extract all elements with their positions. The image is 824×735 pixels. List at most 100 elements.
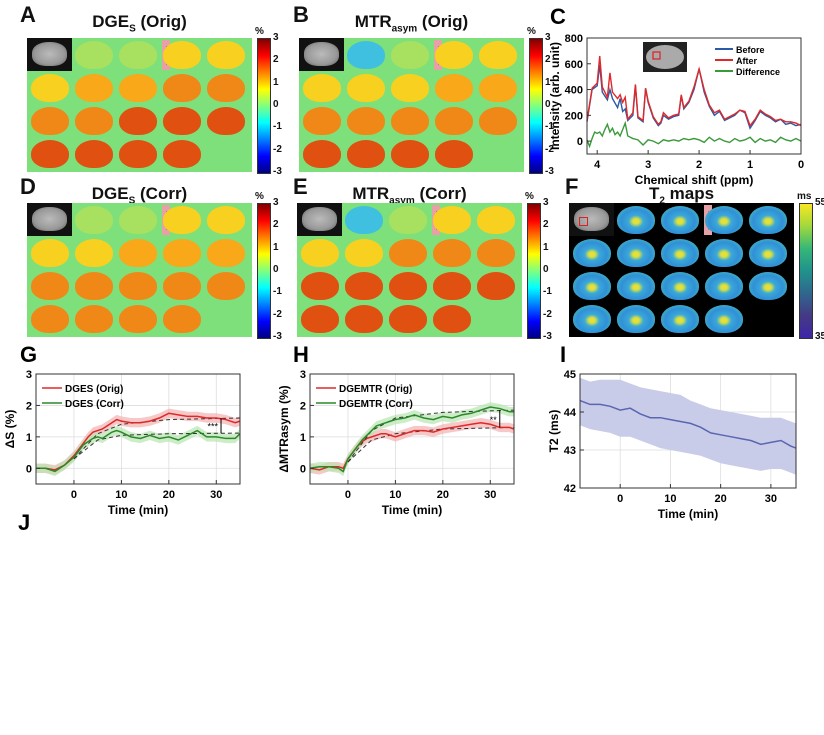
x-tick-label: 10: [389, 489, 401, 501]
brain-slice-map: [661, 272, 699, 300]
brain-slice-map: [435, 74, 473, 102]
y-tick-label: 42: [564, 483, 576, 495]
brain-slice-map: [479, 41, 517, 69]
panel-label: E: [293, 174, 308, 199]
anatomy-reference-image: [299, 38, 344, 71]
map-grid: Injection: [27, 203, 252, 337]
brain-slice-map: [207, 272, 245, 300]
anatomy-reference-image: [27, 38, 72, 71]
series-line: [309, 421, 515, 471]
x-axis-label: Time (min): [108, 503, 168, 517]
brain-slice-map: [163, 305, 201, 333]
panel-label: C: [550, 4, 566, 29]
brain-slice-map: [119, 239, 157, 267]
error-band: [36, 408, 240, 475]
brain-slice-map: [75, 206, 113, 234]
colorbar-tick: 2: [273, 54, 279, 66]
fit-curve: [347, 409, 515, 463]
panel-label: H: [293, 342, 309, 367]
map-grid: Injection: [569, 203, 794, 337]
colorbar-tick: 1: [543, 241, 549, 253]
brain-slice-map: [75, 239, 113, 267]
error-band: [36, 425, 240, 477]
map-grid: Injection: [299, 38, 524, 172]
axes-frame: [586, 37, 802, 155]
brain-slice-map: [661, 206, 699, 234]
brain-slice-map: [31, 74, 69, 102]
x-tick-label: 0: [798, 159, 804, 171]
legend-label: DGES (Orig): [65, 384, 123, 395]
colorbar-unit: ms: [797, 191, 812, 202]
series-line: [586, 55, 802, 128]
brain-slice-map: [705, 206, 743, 234]
fit-curve: [347, 426, 515, 463]
brain-slice-map: [391, 74, 429, 102]
roi-box: [652, 51, 661, 60]
panel-label: D: [20, 174, 36, 199]
brain-slice-map: [705, 239, 743, 267]
brain-slice-map: [345, 239, 383, 267]
brain-slice-map: [477, 272, 515, 300]
brain-slice-map: [75, 74, 113, 102]
brain-slice-map: [31, 239, 69, 267]
colorbar-tick: 1: [545, 76, 551, 88]
brain-slice-map: [433, 272, 471, 300]
title-subscript: S: [129, 23, 136, 35]
x-tick-label: 20: [437, 489, 449, 501]
legend-label: DGEMTR (Corr): [339, 399, 413, 410]
colorbar: [529, 38, 543, 174]
y-tick-label: 2: [300, 400, 306, 412]
y-tick-label: 600: [565, 59, 583, 71]
legend-label: After: [736, 56, 757, 66]
y-tick-label: 800: [565, 33, 583, 45]
panel-title: DGES (Orig): [27, 12, 252, 34]
y-tick-label: 0: [26, 463, 32, 475]
chart-g: G 0 10 20 30 0 1 2 3 Time (min) ΔS (%) DGES (Orig) D…: [3, 342, 241, 517]
colorbar-tick: 3: [273, 32, 279, 43]
brain-slice-map: [301, 272, 339, 300]
y-tick-label: 0: [577, 136, 583, 148]
x-tick-label: 30: [484, 489, 496, 501]
x-tick-label: 20: [715, 493, 727, 505]
chart-j: J: [18, 510, 30, 535]
brain-slice-map: [119, 206, 157, 234]
brain-image: [32, 207, 67, 231]
x-tick-label: 10: [664, 493, 676, 505]
x-tick-label: 20: [163, 489, 175, 501]
x-tick-label: 10: [115, 489, 127, 501]
title-subscript: 2: [659, 195, 665, 207]
brain-image: [302, 207, 337, 231]
panel-title: MTRasym (Orig): [299, 12, 524, 34]
panel-label: G: [20, 342, 37, 367]
chart-i: I 0 10 20 30 42 43 44 45 Time (min) T2 (ms): [547, 342, 797, 521]
brain-slice-map: [207, 74, 245, 102]
y-tick-label: 45: [564, 369, 576, 381]
title-main: DGE: [91, 184, 129, 203]
brain-inset: [643, 42, 687, 72]
title-main: T: [648, 184, 660, 203]
brain-slice-map: [389, 206, 427, 234]
brain-slice-map: [75, 272, 113, 300]
x-tick-label: 1: [747, 159, 753, 171]
title-tail: (Orig): [417, 12, 469, 31]
y-tick-label: 1: [300, 432, 306, 444]
y-tick-label: 0: [300, 463, 306, 475]
colorbar-tick: -1: [273, 286, 282, 298]
panel-title: DGES (Corr): [27, 184, 252, 206]
anatomy-reference-image: [569, 203, 614, 236]
colorbar-tick: 3: [543, 197, 549, 208]
brain-slice-map: [391, 107, 429, 135]
colorbar-unit: %: [255, 191, 264, 202]
colorbar-tick: -3: [543, 331, 552, 342]
error-band: [310, 402, 514, 477]
x-tick-label: 3: [645, 159, 651, 171]
title-main: MTR: [352, 184, 390, 203]
brain-slice-map: [163, 140, 201, 168]
colorbar-unit: %: [525, 191, 534, 202]
brain-slice-map: [347, 74, 385, 102]
colorbar-tick: 0: [273, 264, 279, 275]
title-subscript: asym: [389, 195, 415, 207]
significance-marker: ***: [208, 422, 219, 432]
y-tick-label: 400: [565, 85, 583, 97]
